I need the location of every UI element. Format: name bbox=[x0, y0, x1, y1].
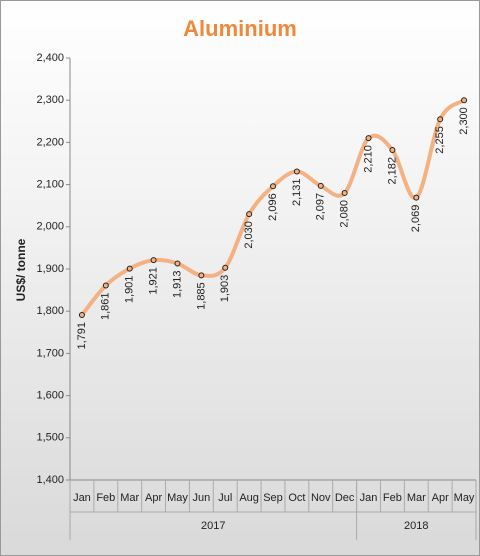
point bbox=[341, 190, 348, 197]
y-tick-label: 1,900 bbox=[36, 263, 64, 275]
x-tick-label: Jun bbox=[192, 492, 210, 504]
point bbox=[389, 146, 396, 153]
point bbox=[150, 257, 157, 264]
point bbox=[317, 182, 324, 189]
point bbox=[293, 168, 300, 175]
value-label: 1,885 bbox=[195, 282, 207, 310]
y-tick-label: 2,400 bbox=[36, 52, 64, 64]
value-label: 1,913 bbox=[171, 271, 183, 299]
y-tick-label: 2,000 bbox=[36, 221, 64, 233]
point bbox=[365, 135, 372, 142]
y-tick-label: 1,800 bbox=[36, 305, 64, 317]
value-label: 2,210 bbox=[362, 145, 374, 173]
point bbox=[270, 183, 276, 190]
value-label: 2,255 bbox=[434, 126, 446, 154]
x-tick-label: Mar bbox=[120, 492, 139, 504]
x-tick-label: Oct bbox=[288, 492, 305, 504]
x-tick-label: Jul bbox=[218, 492, 232, 504]
x-tick-label: May bbox=[167, 492, 188, 504]
point bbox=[413, 194, 420, 201]
y-tick-label: 1,700 bbox=[36, 347, 64, 359]
y-tick-label: 2,200 bbox=[36, 136, 64, 148]
x-tick-label: Jan bbox=[360, 492, 378, 504]
x-tick-label: Apr bbox=[432, 492, 449, 504]
y-axis-label: US$/ tonne bbox=[14, 238, 28, 301]
y-tick-label: 1,600 bbox=[36, 390, 64, 402]
value-label: 2,080 bbox=[339, 200, 351, 228]
y-tick-label: 1,500 bbox=[36, 432, 64, 444]
group-label: 2018 bbox=[404, 520, 428, 532]
y-tick-label: 2,300 bbox=[36, 94, 64, 106]
x-tick-label: Sep bbox=[263, 492, 283, 504]
y-tick-label: 1,400 bbox=[36, 474, 64, 486]
point bbox=[222, 264, 229, 271]
x-tick-label: Feb bbox=[383, 492, 402, 504]
value-label: 1,901 bbox=[124, 276, 136, 304]
x-tick-label: Apr bbox=[145, 492, 162, 504]
value-label: 2,131 bbox=[291, 179, 303, 207]
point bbox=[78, 311, 85, 318]
x-tick-label: Feb bbox=[96, 492, 115, 504]
x-tick-label: Mar bbox=[407, 492, 426, 504]
chart-title: Aluminium bbox=[183, 16, 297, 41]
value-label: 2,030 bbox=[243, 221, 255, 249]
value-label: 2,097 bbox=[315, 193, 327, 221]
value-label: 2,069 bbox=[410, 205, 422, 233]
x-tick-label: May bbox=[454, 492, 475, 504]
value-label: 1,921 bbox=[147, 267, 159, 295]
point bbox=[126, 265, 133, 272]
value-label: 2,182 bbox=[386, 157, 398, 185]
x-tick-label: Dec bbox=[335, 492, 355, 504]
x-tick-label: Jan bbox=[73, 492, 91, 504]
value-label: 2,096 bbox=[267, 193, 279, 221]
y-tick-label: 2,100 bbox=[36, 179, 64, 191]
point bbox=[198, 272, 205, 279]
point bbox=[102, 282, 109, 289]
x-tick-label: Aug bbox=[239, 492, 259, 504]
x-tick-label: Nov bbox=[311, 492, 331, 504]
point bbox=[174, 260, 181, 267]
value-label: 1,861 bbox=[100, 292, 112, 320]
group-label: 2017 bbox=[201, 520, 225, 532]
point bbox=[437, 116, 444, 123]
point bbox=[461, 97, 468, 104]
value-label: 1,791 bbox=[76, 322, 88, 350]
value-label: 1,903 bbox=[219, 275, 231, 303]
value-label: 2,300 bbox=[458, 107, 470, 135]
point bbox=[246, 211, 253, 218]
